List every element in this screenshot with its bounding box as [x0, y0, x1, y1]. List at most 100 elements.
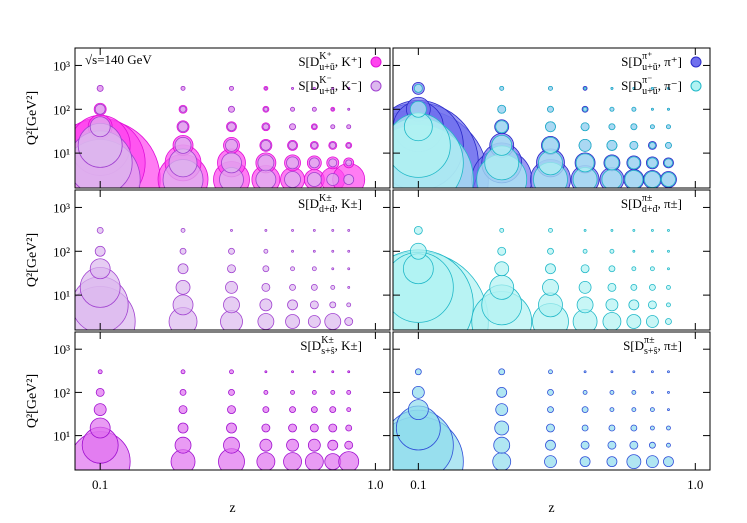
- bubble: [608, 123, 616, 131]
- bubble: [666, 442, 671, 448]
- bubble: [606, 139, 618, 151]
- bubble: [347, 86, 351, 90]
- legend-sup: K±: [321, 335, 334, 346]
- bubble: [289, 283, 296, 291]
- bubble: [312, 370, 316, 374]
- annotation: √s=140 GeV: [85, 52, 152, 67]
- bubble: [492, 452, 512, 470]
- bubble: [310, 283, 318, 291]
- y-axis-label: Q²[GeV²]: [25, 233, 40, 287]
- bubble: [666, 302, 671, 308]
- bubble: [311, 124, 317, 130]
- bubble: [174, 136, 192, 154]
- bubble: [661, 172, 676, 187]
- bubble: [180, 85, 186, 91]
- bubble: [413, 225, 423, 235]
- bubble: [344, 440, 354, 450]
- bubble: [255, 169, 277, 188]
- bubble: [665, 318, 672, 325]
- legend-text: S[D: [623, 338, 644, 353]
- bubble: [347, 249, 351, 253]
- bubble: [650, 228, 654, 232]
- bubble: [581, 424, 589, 432]
- bubble: [225, 280, 238, 294]
- bubble: [538, 150, 563, 176]
- bubble: [180, 227, 186, 233]
- bubble: [94, 245, 106, 257]
- legend-text: , K±]: [335, 196, 362, 211]
- bubble: [583, 370, 587, 374]
- legend-text: S[D: [621, 78, 642, 93]
- y-tick-label: 10¹: [53, 429, 70, 444]
- bubble: [96, 84, 104, 92]
- bubble: [324, 313, 342, 330]
- legend-entry: S[D π⁺u+ū, π⁺]: [621, 51, 682, 73]
- bubble: [609, 248, 615, 254]
- bubble: [227, 405, 236, 414]
- bubble: [606, 456, 618, 468]
- y-axis-label: Q²[GeV²]: [25, 374, 40, 428]
- bubble: [493, 436, 511, 454]
- legend-entry: S[D K±s+ŝ, K±]: [300, 335, 362, 357]
- bubble: [307, 315, 321, 328]
- bubble: [346, 302, 352, 308]
- bubble: [647, 300, 657, 310]
- bubble: [288, 423, 297, 433]
- bubble: [310, 141, 318, 149]
- legend-marker: [370, 80, 382, 92]
- bubble: [343, 174, 355, 185]
- bubble: [311, 390, 317, 395]
- bubble: [650, 370, 654, 374]
- bubble: [308, 157, 320, 169]
- bubble: [290, 390, 295, 395]
- legend-text: , π⁺]: [658, 54, 682, 69]
- bubble: [304, 452, 324, 470]
- y-axis-label: Q²[GeV²]: [25, 91, 40, 145]
- bubble: [548, 227, 553, 233]
- bubble: [226, 422, 237, 434]
- bubble: [650, 86, 654, 90]
- bubble: [499, 85, 505, 91]
- bubble: [347, 285, 351, 289]
- bubble: [548, 369, 553, 375]
- bubble: [331, 86, 335, 90]
- bubble: [414, 368, 422, 376]
- legend-text: , K±]: [335, 338, 362, 353]
- bubble: [649, 425, 655, 431]
- bubble: [259, 438, 273, 452]
- bubble: [580, 122, 590, 132]
- bubble: [284, 171, 301, 188]
- bubble: [291, 86, 294, 90]
- x-axis-label: z: [548, 501, 554, 516]
- bubble: [331, 370, 335, 374]
- bubble: [409, 100, 427, 118]
- bubble: [94, 103, 106, 115]
- x-tick-label: 1.0: [687, 477, 703, 492]
- bubble: [645, 315, 659, 328]
- bubble: [610, 228, 614, 232]
- bubble: [177, 121, 189, 133]
- panel-frame: [392, 189, 711, 331]
- legend-text: S[D: [298, 78, 319, 93]
- legend-marker: [690, 80, 702, 92]
- bubble: [330, 284, 336, 290]
- bubble: [256, 452, 276, 470]
- bubble: [607, 282, 617, 292]
- bubble: [96, 226, 104, 234]
- bubble: [262, 123, 270, 131]
- bubble: [631, 106, 637, 112]
- bubble: [89, 116, 111, 138]
- bubble: [286, 438, 299, 452]
- bubble: [283, 452, 302, 470]
- y-tick-label: 10²: [53, 244, 70, 259]
- bubble: [545, 121, 556, 133]
- bubble: [306, 172, 322, 187]
- bubble: [95, 388, 105, 397]
- bubble: [177, 422, 189, 434]
- bubble: [667, 107, 670, 111]
- bubble: [575, 153, 595, 173]
- bubble: [495, 120, 509, 134]
- bubble: [667, 86, 670, 90]
- bubble: [582, 248, 588, 254]
- bubble: [650, 107, 654, 111]
